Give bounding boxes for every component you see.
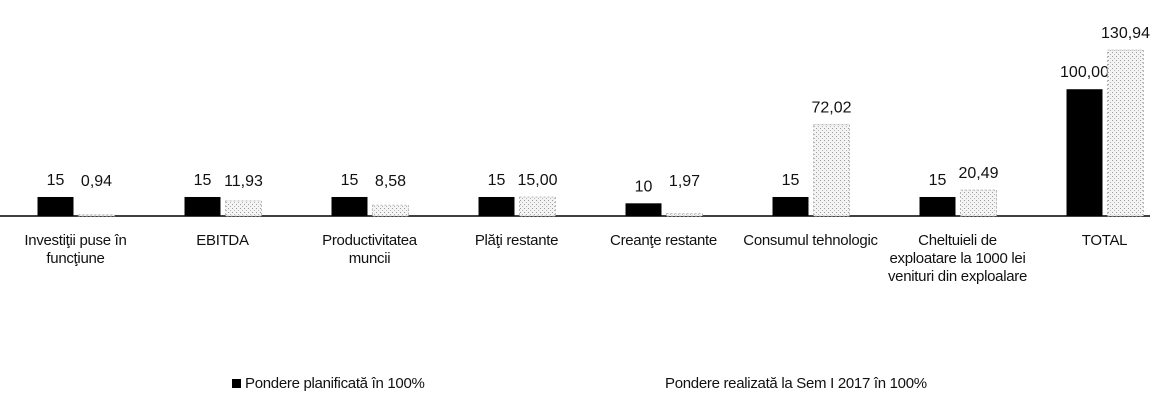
x-tick-label: Cheltuieli de exploatare la 1000 lei ven… — [887, 232, 1028, 285]
value-label: 15 — [782, 172, 800, 189]
bar — [772, 196, 809, 216]
bar — [1066, 89, 1103, 216]
legend-entry: Pondere realizată la Sem I 2017 în 100% — [652, 375, 927, 392]
bar — [331, 196, 368, 216]
legend-entry: Pondere planificată în 100% — [232, 375, 425, 392]
bar — [372, 204, 409, 217]
bar — [478, 196, 515, 216]
value-label: 15 — [341, 172, 359, 189]
legend-swatch — [652, 379, 661, 388]
value-label: 15 — [47, 172, 65, 189]
bar — [184, 196, 221, 216]
x-tick-label: TOTAL — [1081, 232, 1128, 249]
bar — [37, 196, 74, 216]
value-label: 0,94 — [81, 173, 112, 190]
x-tick-label: Plăţi restante — [474, 232, 559, 249]
x-tick-label: Productivitatea muncii — [322, 232, 417, 267]
value-label: 15 — [194, 172, 212, 189]
bar — [666, 213, 703, 217]
value-label: 10 — [635, 178, 653, 195]
value-label: 130,94 — [1101, 25, 1150, 42]
value-label: 72,02 — [811, 100, 851, 117]
bar — [519, 196, 556, 217]
bar — [1107, 49, 1144, 217]
value-label: 100,00 — [1060, 64, 1109, 81]
bar — [813, 124, 850, 217]
legend-label: Pondere planificată în 100% — [245, 375, 425, 392]
legend-swatch — [232, 379, 241, 388]
value-label: 11,93 — [224, 173, 263, 190]
bar — [78, 214, 115, 217]
x-tick-label: EBITDA — [196, 232, 249, 249]
x-tick-label: Creanţe restante — [610, 232, 717, 249]
x-tick-label: Investiţii puse în funcţiune — [24, 232, 127, 267]
value-label: 20,49 — [958, 165, 998, 182]
value-label: 8,58 — [375, 173, 406, 190]
value-label: 15 — [488, 172, 506, 189]
value-label: 1,97 — [669, 173, 700, 190]
value-label: 15,00 — [517, 172, 557, 189]
x-tick-label: Consumul tehnologic — [743, 232, 878, 249]
legend-label: Pondere realizată la Sem I 2017 în 100% — [665, 375, 927, 392]
bar — [625, 203, 662, 216]
bar — [960, 189, 997, 217]
value-label: 15 — [929, 172, 947, 189]
bar — [225, 200, 262, 217]
bar — [919, 196, 956, 216]
